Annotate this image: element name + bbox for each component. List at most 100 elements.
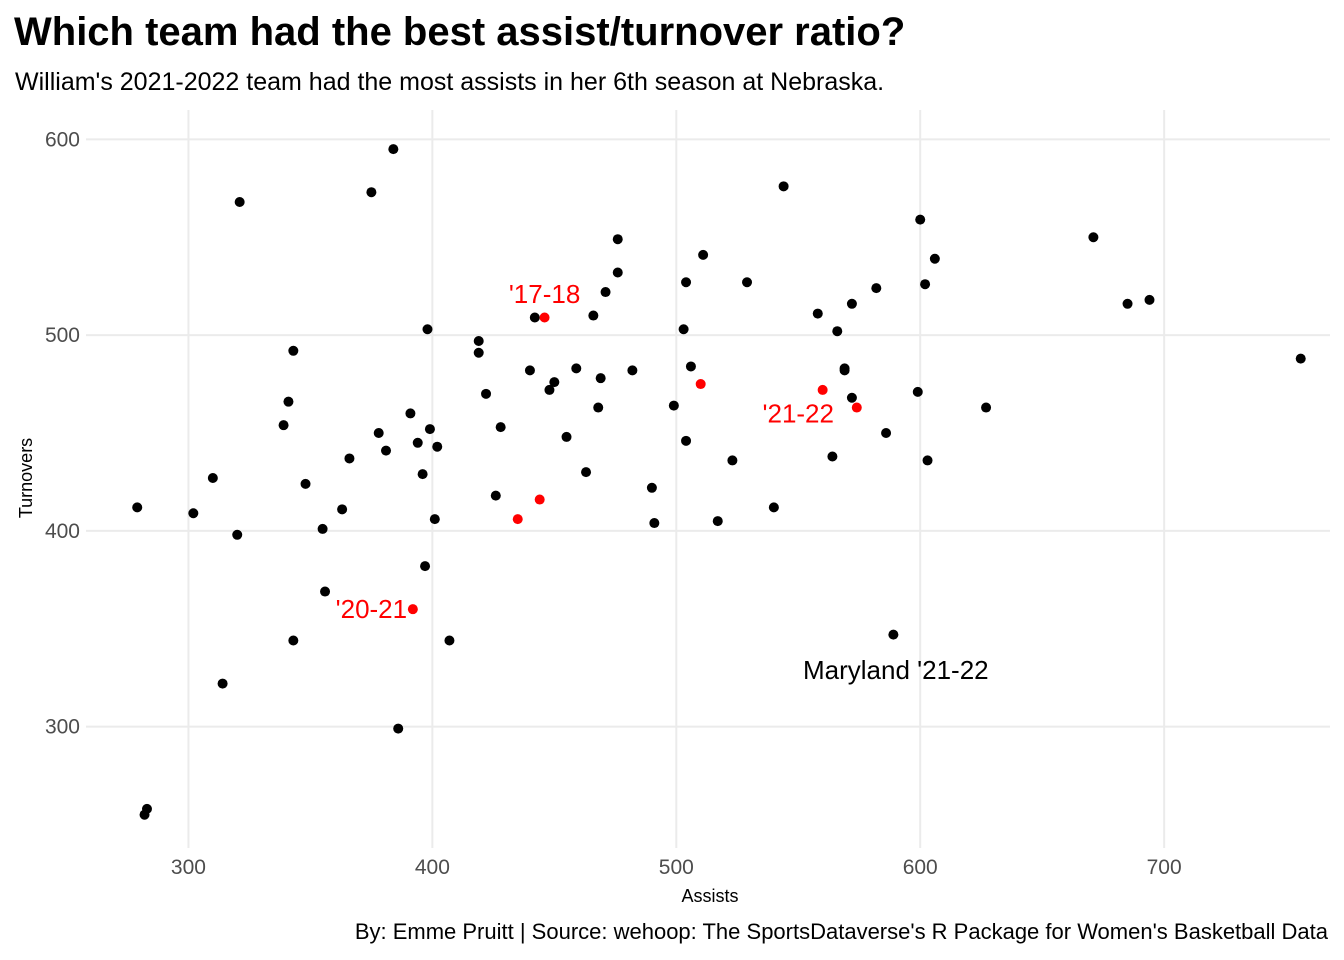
y-tick-label: 300 (45, 716, 80, 739)
data-point (429, 514, 440, 525)
data-point (698, 249, 709, 260)
data-point (681, 277, 692, 288)
chart-subtitle: William's 2021-2022 team had the most as… (15, 68, 885, 96)
data-point (232, 529, 243, 540)
data-point (929, 253, 940, 264)
x-tick-label: 500 (659, 856, 694, 879)
data-point (337, 504, 348, 515)
data-point (571, 363, 582, 374)
data-point (681, 435, 692, 446)
highlight-point (851, 402, 862, 413)
data-point (373, 427, 384, 438)
data-point (839, 363, 850, 374)
data-point (915, 214, 926, 225)
data-point (481, 388, 492, 399)
data-point (549, 377, 560, 388)
data-point (300, 478, 311, 489)
data-point (595, 373, 606, 384)
chart-caption: By: Emme Pruitt | Source: wehoop: The Sp… (354, 919, 1328, 944)
data-point (846, 392, 857, 403)
x-tick-label: 600 (903, 856, 938, 879)
data-point (141, 803, 152, 814)
chart-title: Which team had the best assist/turnover … (14, 10, 906, 54)
data-point (588, 310, 599, 321)
x-axis-title: Assists (681, 886, 738, 906)
y-tick-label: 400 (45, 520, 80, 543)
data-point (288, 635, 299, 646)
data-point (444, 635, 455, 646)
data-point (778, 181, 789, 192)
data-point (417, 469, 428, 480)
data-point (412, 437, 423, 448)
data-point (768, 502, 779, 513)
data-point (344, 453, 355, 464)
data-point (424, 424, 435, 435)
data-point (827, 451, 838, 462)
y-tick-label: 600 (45, 128, 80, 151)
data-point (234, 197, 245, 208)
tick-labels: 300 400 500 600 700 300 400 500 600 (45, 128, 1182, 879)
data-point (685, 361, 696, 372)
annotation-label: Maryland '21-22 (803, 655, 989, 685)
highlight-point (512, 514, 523, 525)
annotation-label: '17-18 (509, 279, 580, 309)
data-point (490, 490, 501, 501)
y-tick-label: 500 (45, 324, 80, 347)
data-point (217, 678, 228, 689)
data-point (812, 308, 823, 319)
data-point (612, 234, 623, 245)
data-point (1295, 353, 1306, 364)
data-point (288, 345, 299, 356)
data-point (832, 326, 843, 337)
data-point (649, 518, 660, 529)
data-point (283, 396, 294, 407)
data-point (920, 279, 931, 290)
data-point (420, 561, 431, 572)
data-point (278, 420, 289, 431)
data-point (405, 408, 416, 419)
annotation-label: '20-21 (336, 594, 407, 624)
data-point (388, 144, 399, 155)
data-point (678, 324, 689, 335)
data-point (581, 467, 592, 478)
data-point (320, 586, 331, 597)
data-point (888, 629, 899, 640)
data-point (188, 508, 199, 519)
data-point (544, 384, 555, 395)
data-point (846, 298, 857, 309)
data-point (1122, 298, 1133, 309)
data-point (742, 277, 753, 288)
data-point (593, 402, 604, 413)
data-point (668, 400, 679, 411)
highlight-point (817, 384, 828, 395)
highlight-point (539, 312, 550, 323)
grid (86, 110, 1330, 848)
data-point (871, 283, 882, 294)
data-point (381, 445, 392, 456)
highlight-point (534, 494, 545, 505)
data-point (529, 312, 540, 323)
data-point (600, 287, 611, 298)
data-point (1088, 232, 1099, 243)
annotation-label: '21-22 (763, 398, 834, 428)
highlight-point (407, 604, 418, 615)
data-point (646, 482, 657, 493)
data-point (473, 347, 484, 358)
data-point (366, 187, 377, 198)
data-point (432, 441, 443, 452)
highlight-point (695, 379, 706, 390)
data-point (1144, 294, 1155, 305)
data-point (473, 335, 484, 346)
x-tick-label: 400 (415, 856, 450, 879)
highlight-points (407, 312, 862, 615)
data-point (132, 502, 143, 513)
data-point (727, 455, 738, 466)
annotations: '17-18 '21-22 '20-21 Maryland '21-22 (336, 279, 989, 685)
data-point (712, 516, 723, 527)
data-point (495, 422, 506, 433)
data-point (317, 523, 328, 534)
data-point (912, 386, 923, 397)
data-point (524, 365, 535, 376)
data-point (881, 427, 892, 438)
